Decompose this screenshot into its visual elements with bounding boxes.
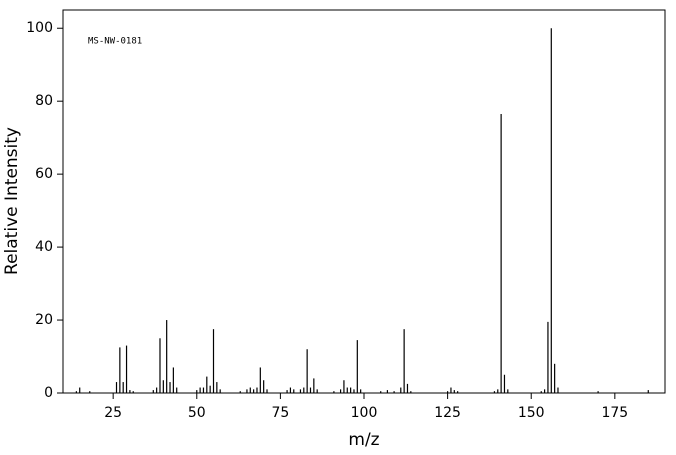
y-tick-label: 80 — [35, 93, 53, 109]
x-tick-label: 125 — [434, 405, 461, 421]
x-tick-label: 25 — [104, 405, 122, 421]
y-tick-label: 100 — [26, 20, 53, 36]
y-tick-label: 60 — [35, 166, 53, 182]
x-tick-label: 100 — [351, 405, 378, 421]
x-tick-label: 150 — [518, 405, 545, 421]
x-axis-label: m/z — [348, 430, 379, 450]
y-tick-label: 0 — [44, 385, 53, 401]
y-tick-label: 20 — [35, 312, 53, 328]
y-tick-label: 40 — [35, 239, 53, 255]
annotation: MS-NW-0181 — [88, 37, 142, 47]
x-tick-label: 50 — [188, 405, 206, 421]
y-axis-label: Relative Intensity — [2, 127, 22, 275]
plot-frame — [62, 9, 666, 394]
x-tick-label: 175 — [601, 405, 628, 421]
x-tick-label: 75 — [271, 405, 289, 421]
